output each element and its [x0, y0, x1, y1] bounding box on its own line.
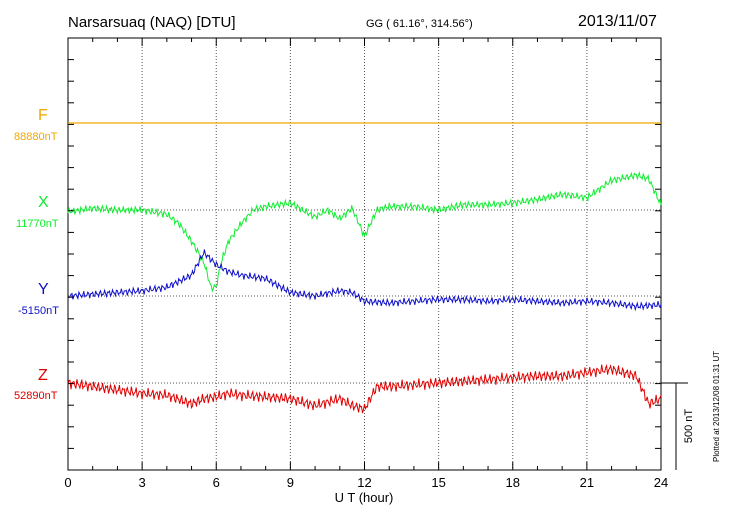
series-name-y: Y — [38, 281, 49, 298]
series-name-z: Z — [38, 367, 48, 384]
x-tick-label-0: 0 — [64, 475, 71, 490]
x-tick-label-15: 15 — [431, 475, 445, 490]
axis-ticks: 0 3 6 9 12 15 18 21 24 — [64, 38, 668, 490]
x-tick-label-12: 12 — [357, 475, 371, 490]
scale-bar-label: 500 nT — [683, 409, 695, 444]
series-name-x: X — [38, 194, 49, 211]
x-axis-label: U T (hour) — [335, 490, 394, 505]
x-tick-label-21: 21 — [580, 475, 594, 490]
x-tick-label-6: 6 — [213, 475, 220, 490]
series-baseline-x: 11770nT — [16, 218, 59, 230]
chart-date: 2013/11/07 — [578, 13, 657, 30]
x-tick-label-3: 3 — [139, 475, 146, 490]
series-layer — [67, 122, 662, 414]
chart-title: Narsarsuaq (NAQ) [DTU] — [68, 14, 236, 31]
plotted-timestamp: Plotted at 2013/12/08 01:31 UT — [712, 350, 721, 462]
x-tick-label-18: 18 — [506, 475, 520, 490]
series-baseline-f: 88880nT — [14, 131, 58, 143]
x-tick-label-9: 9 — [287, 475, 294, 490]
series-baseline-z: 52890nT — [14, 390, 58, 402]
series-name-f: F — [38, 107, 48, 124]
series-line-y — [67, 249, 662, 312]
series-line-z — [67, 363, 662, 414]
station-coordinates: GG ( 61.16°, 314.56°) — [366, 18, 473, 30]
series-baseline-y: -5150nT — [18, 305, 59, 317]
x-tick-label-24: 24 — [654, 475, 668, 490]
series-line-x — [67, 170, 662, 293]
scale-bar: 500 nT — [661, 382, 695, 470]
